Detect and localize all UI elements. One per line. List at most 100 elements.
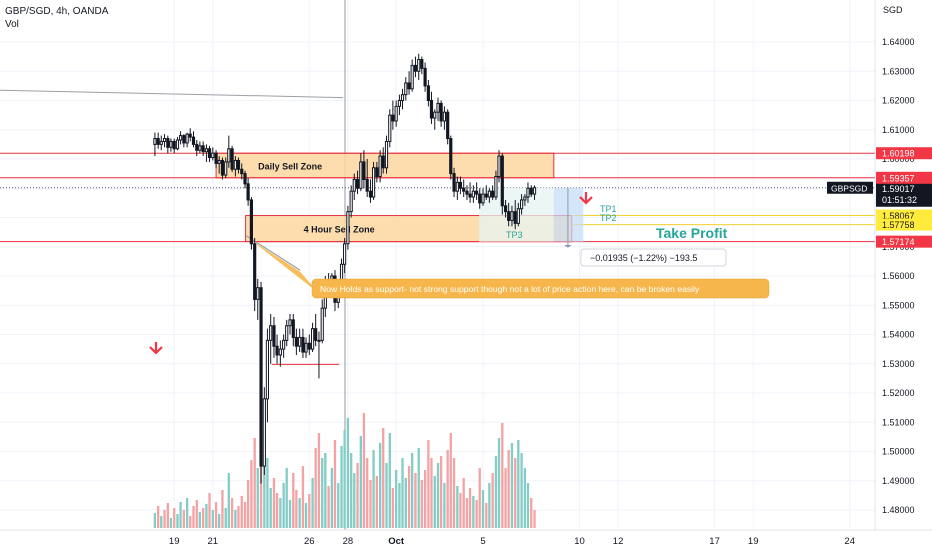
tp2-label: TP2 — [600, 213, 617, 223]
candle-body — [513, 211, 517, 224]
candle-body — [417, 59, 421, 72]
callout-pointer — [249, 238, 318, 293]
volume-bar — [327, 486, 330, 528]
price-level-text: 1.58067 — [882, 211, 915, 221]
volume-bar — [520, 453, 523, 528]
candle-body — [182, 135, 186, 144]
volume-bar — [173, 508, 176, 528]
current-price-label — [876, 181, 932, 207]
sell-arrow-2 — [579, 192, 593, 205]
price-tick-label: 1.52000 — [882, 388, 915, 398]
time-tick-label: 12 — [613, 536, 624, 547]
candle-body — [211, 152, 215, 159]
candle-body — [371, 167, 376, 198]
volume-bar — [279, 498, 282, 528]
trend-line — [0, 89, 344, 99]
volume-bar — [314, 448, 317, 528]
volume-bar — [523, 468, 527, 528]
volume-bar — [253, 438, 256, 528]
candle-body — [442, 111, 446, 122]
candle-body — [217, 159, 221, 164]
candle-body — [201, 145, 205, 153]
symbol-title[interactable]: GBP/SGD, 4h, OANDA — [5, 6, 109, 17]
candle-body — [253, 243, 257, 300]
position-box-projection — [553, 187, 584, 242]
candle-body — [259, 287, 263, 467]
candle-body — [491, 190, 495, 198]
price-level-label — [876, 147, 932, 160]
time-tick-label: 19 — [169, 536, 180, 547]
volume-label[interactable]: Vol — [5, 19, 19, 30]
volume-bar — [272, 478, 276, 528]
volume-bar — [337, 483, 340, 528]
countdown-text: 01:51:32 — [882, 195, 917, 205]
candle-body — [426, 85, 430, 101]
volume-bar — [401, 458, 404, 528]
volume-bar — [356, 463, 359, 528]
volume-bar — [195, 500, 198, 528]
volume-bar — [369, 480, 372, 528]
candle-body — [388, 114, 392, 142]
candle-body — [439, 102, 443, 122]
candle-body — [487, 190, 491, 198]
candle-body — [272, 325, 276, 347]
candle-body — [397, 100, 402, 107]
volume-bar — [333, 440, 337, 528]
volume-bar — [414, 473, 417, 528]
candle-body — [520, 199, 524, 210]
candle-body — [526, 187, 530, 198]
candle-body — [195, 143, 199, 151]
volume-bar — [436, 463, 440, 528]
volume-bar — [456, 486, 459, 528]
candle-body — [156, 138, 160, 145]
volume-bar — [208, 493, 211, 528]
candle-body — [468, 193, 472, 198]
time-tick-label: 17 — [709, 536, 720, 547]
volume-bar — [227, 473, 230, 528]
volume-bar — [185, 498, 189, 528]
volume-bar — [417, 448, 420, 528]
volume-bar — [510, 443, 514, 528]
candle-body — [153, 138, 157, 145]
volume-bar — [288, 500, 292, 528]
callout-text: Now Holds as support- not strong support… — [320, 284, 700, 294]
candle-body — [188, 133, 192, 138]
candle-body — [458, 181, 463, 189]
volume-bar — [497, 438, 501, 528]
candle-body — [420, 59, 424, 69]
volume-bar — [514, 458, 517, 528]
volume-bar — [189, 516, 192, 528]
candle-body — [404, 82, 408, 96]
candle-body — [446, 111, 450, 140]
volume-bar — [443, 483, 446, 528]
candle-body — [198, 145, 202, 151]
volume-bar — [343, 430, 346, 528]
volume-bar — [153, 513, 157, 528]
price-tick-label: 1.48000 — [882, 505, 915, 515]
measure-text: −0.01935 (−1.22%) −193.5 — [590, 253, 697, 263]
time-axis: 19 21 26 28 Oct 5 10 12 17 19 24 — [0, 529, 932, 550]
candle-body — [384, 140, 389, 169]
candle-body — [301, 336, 305, 353]
sell-zone-label: Daily Sell Zone — [258, 162, 322, 172]
volume-bar — [353, 473, 356, 528]
price-level-text: 1.60198 — [882, 149, 915, 159]
candle-body — [320, 307, 324, 341]
volume-bar — [526, 483, 530, 528]
candle-body — [282, 339, 286, 350]
volume-bar — [433, 476, 436, 528]
price-tick-label: 1.50000 — [882, 447, 915, 457]
candle-body — [166, 138, 170, 148]
time-tick-label: 10 — [574, 536, 585, 547]
candle-body — [381, 155, 385, 169]
current-price-text: 1.59017 — [882, 184, 915, 194]
volume-bar — [350, 453, 353, 528]
volume-bar — [234, 510, 237, 528]
volume-bar — [533, 510, 536, 528]
volume-bar — [218, 514, 221, 528]
time-tick-label: 26 — [304, 536, 315, 547]
chart-header: GBP/SGD, 4h, OANDA Vol — [5, 5, 108, 31]
candle-body — [291, 319, 295, 338]
price-tick-label: 1.64000 — [882, 37, 915, 47]
